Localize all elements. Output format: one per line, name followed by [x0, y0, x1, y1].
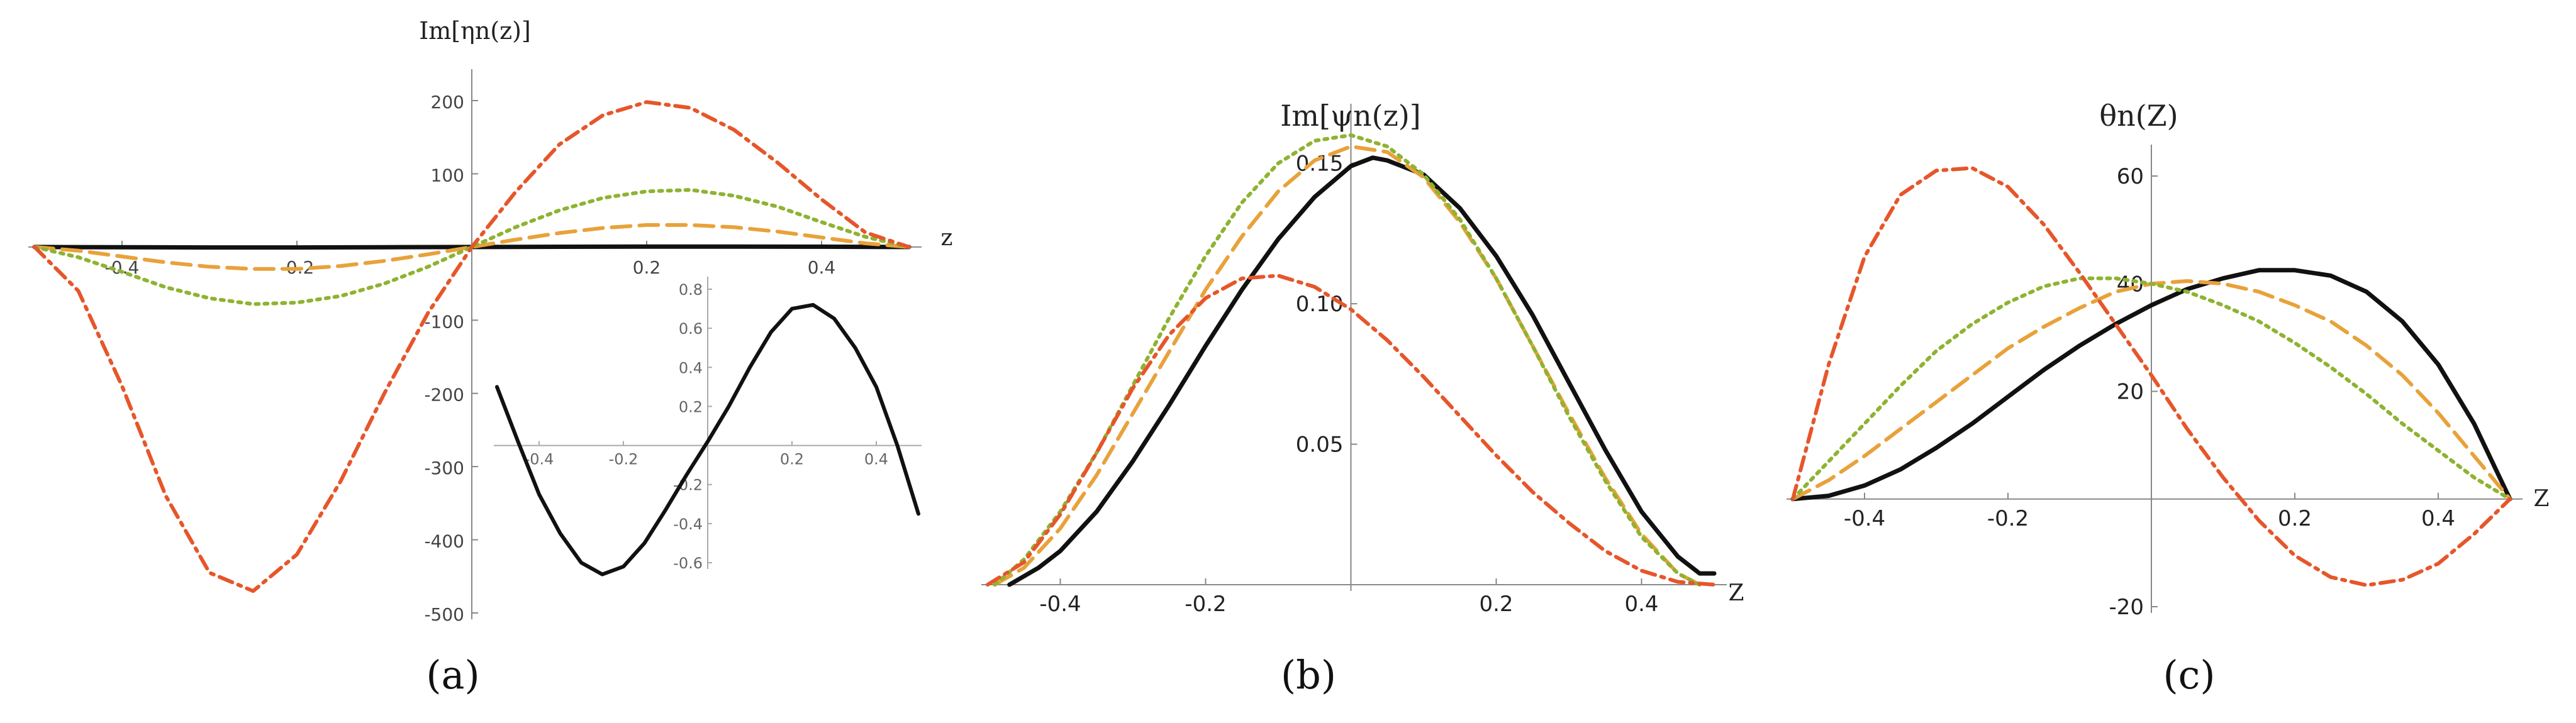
- inset-y-tick-label: 0.6: [679, 320, 703, 338]
- y-tick-label: 60: [2117, 164, 2144, 189]
- x-tick-label: 0.2: [2278, 506, 2312, 531]
- x-tick-label: 0.4: [2421, 506, 2455, 531]
- y-axis-label: Im[ψn(z)]: [1280, 99, 1421, 133]
- y-tick-label: 100: [431, 165, 464, 185]
- series-line-green: [1791, 276, 2512, 501]
- x-tick-label: -0.2: [1185, 592, 1226, 617]
- panel-a-eta-plot: -0.4 -0.2 0.2 0.4 200 100 -100 -200 -300 -400 -500…: [28, 17, 952, 698]
- series-line-green: [33, 188, 911, 306]
- inset-y-tick-label: 0.4: [679, 359, 703, 377]
- inset-x-tick-label: 0.4: [864, 451, 888, 468]
- x-axis-label: Z: [2533, 486, 2549, 512]
- x-axis-label: z: [941, 225, 953, 251]
- x-tick-label: 0.2: [1479, 592, 1513, 617]
- inset-zoom-plot: -0.4 -0.2 0.2 0.40.80.60.40.2-0.2-0.4-0.6: [494, 277, 922, 577]
- panel-b-psi-plot: -0.4 -0.2 0.2 0.4 0.05 0.10 0.15 Im[ψn(z)] Z (b): [981, 99, 1744, 698]
- y-axis-label: Im[ηn(z)]: [419, 17, 531, 45]
- series-line-orange: [993, 144, 1702, 587]
- panel-caption: (c): [2163, 652, 2215, 698]
- inset-y-tick-label: 0.8: [679, 281, 703, 299]
- inset-series-line: [495, 302, 920, 577]
- y-tick-label: 40: [2117, 272, 2144, 297]
- y-tick-label: 200: [431, 92, 464, 113]
- inset-y-tick-label: -0.6: [673, 555, 703, 572]
- series-line-orange: [33, 223, 911, 271]
- y-tick-label: -300: [424, 458, 464, 478]
- x-tick-label: 0.4: [1624, 592, 1658, 617]
- y-tick-label: 0.05: [1296, 433, 1344, 458]
- series-line-red: [1791, 166, 2512, 587]
- y-tick-label: 0.15: [1296, 152, 1344, 177]
- x-tick-label: 0.2: [633, 257, 661, 278]
- inset-y-tick-label: 0.2: [679, 398, 703, 416]
- series-line-green: [993, 133, 1702, 587]
- y-tick-label: -20: [2109, 595, 2144, 620]
- y-tick-label: 0.10: [1296, 292, 1344, 317]
- y-tick-label: 20: [2117, 380, 2144, 405]
- x-tick-label: -0.4: [1844, 506, 1885, 531]
- series-line-red: [986, 273, 1716, 587]
- y-tick-label: -500: [424, 604, 464, 625]
- y-tick-label: -200: [424, 385, 464, 406]
- series-line-black: [1007, 155, 1717, 587]
- inset-x-tick-label: -0.2: [609, 451, 638, 468]
- x-axis-label: Z: [1728, 580, 1744, 606]
- panel-caption: (b): [1281, 652, 1336, 698]
- panel-caption: (a): [426, 652, 479, 698]
- y-axis-label: θn(Z): [2099, 99, 2178, 133]
- inset-x-tick-label: 0.2: [780, 451, 804, 468]
- y-tick-label: -400: [424, 531, 464, 552]
- inset-y-tick-label: -0.4: [673, 516, 703, 533]
- y-tick-label: -100: [424, 311, 464, 332]
- series-line-black: [1790, 268, 2512, 502]
- x-tick-label: -0.2: [1987, 506, 2029, 531]
- panel-c-theta-plot: -0.4 -0.2 0.2 0.4 60 40 20 -20 θn(Z) Z (c): [1787, 99, 2550, 698]
- series-line-red: [33, 100, 911, 593]
- x-tick-label: 0.4: [808, 257, 836, 278]
- x-tick-label: -0.4: [1039, 592, 1081, 617]
